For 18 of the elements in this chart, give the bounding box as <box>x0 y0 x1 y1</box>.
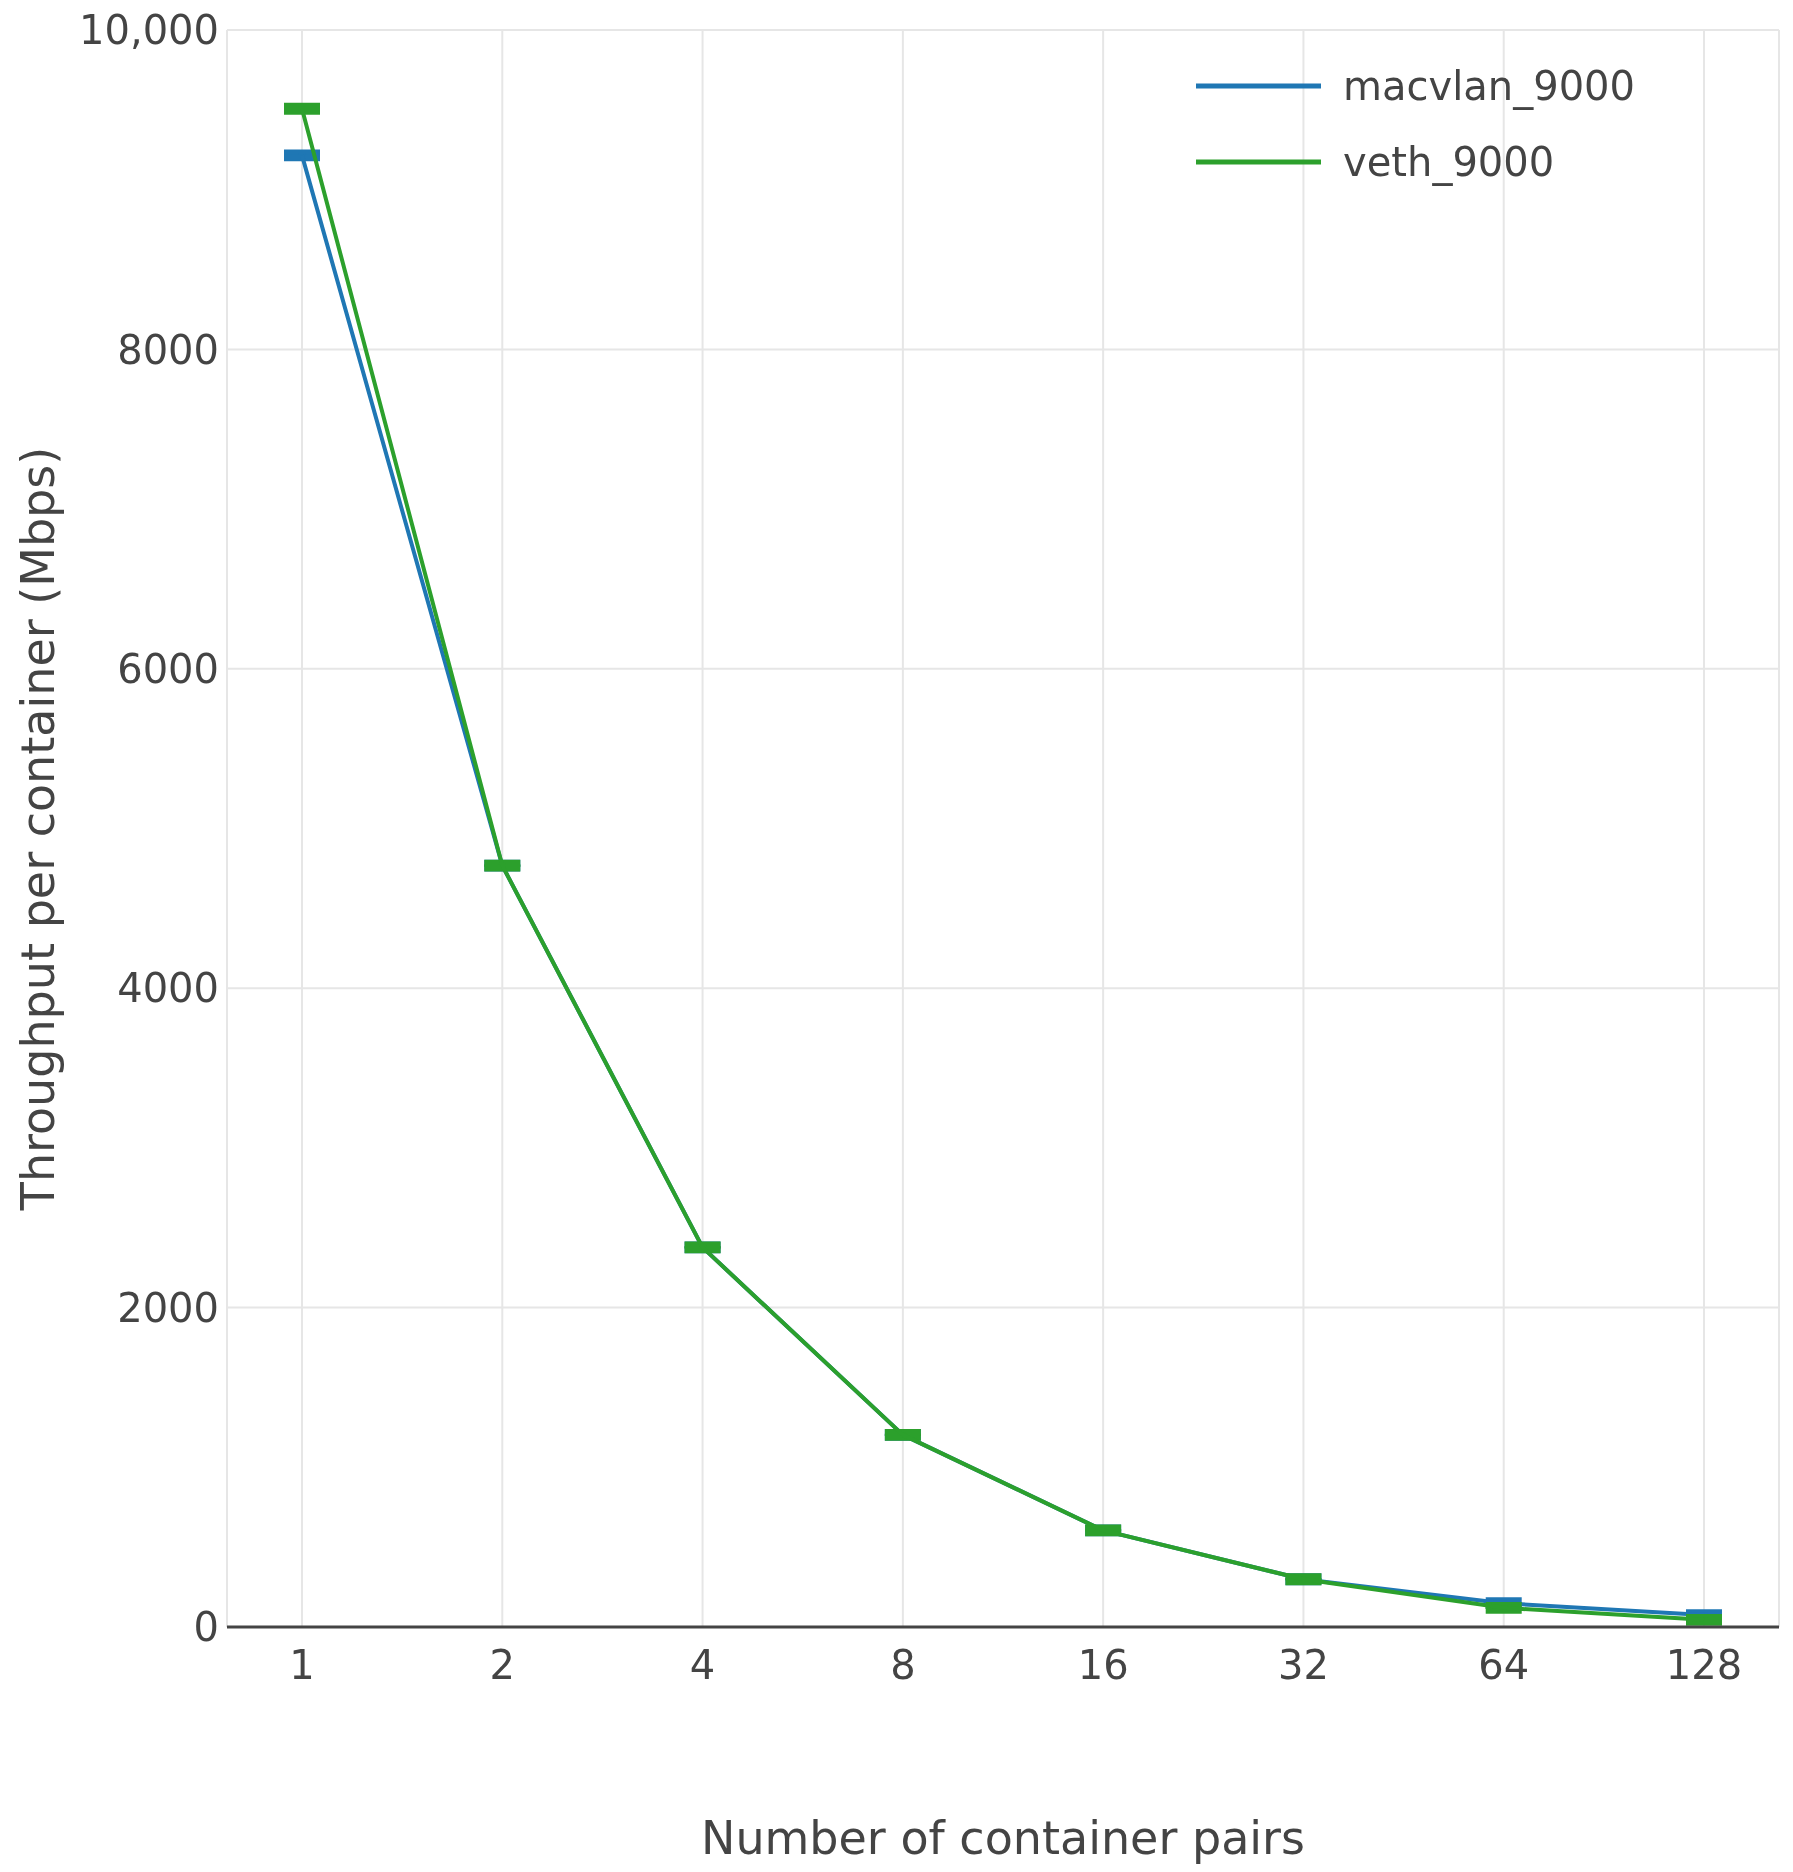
y-tick-label: 0 <box>193 1604 219 1651</box>
legend-label: macvlan_9000 <box>1343 63 1635 109</box>
x-tick-label: 16 <box>1077 1642 1129 1689</box>
y-tick-label: 6000 <box>117 646 219 692</box>
legend-label: veth_9000 <box>1343 139 1555 185</box>
y-tick-label: 4000 <box>117 965 219 1012</box>
x-tick-label: 8 <box>890 1642 916 1689</box>
x-tick-label: 32 <box>1277 1642 1329 1689</box>
y-tick-label: 2000 <box>117 1284 219 1331</box>
x-axis-title: Number of container pairs <box>701 1811 1305 1865</box>
x-tick-label: 2 <box>489 1642 516 1689</box>
x-tick-label: 64 <box>1478 1642 1530 1689</box>
y-tick-label: 8000 <box>117 326 219 373</box>
y-axis-title: Throughput per container (Mbps) <box>11 446 66 1212</box>
x-tick-label: 4 <box>689 1642 716 1689</box>
y-tick-label: 10,000 <box>79 7 219 54</box>
x-tick-label: 128 <box>1665 1642 1743 1689</box>
x-tick-label: 1 <box>289 1642 315 1689</box>
